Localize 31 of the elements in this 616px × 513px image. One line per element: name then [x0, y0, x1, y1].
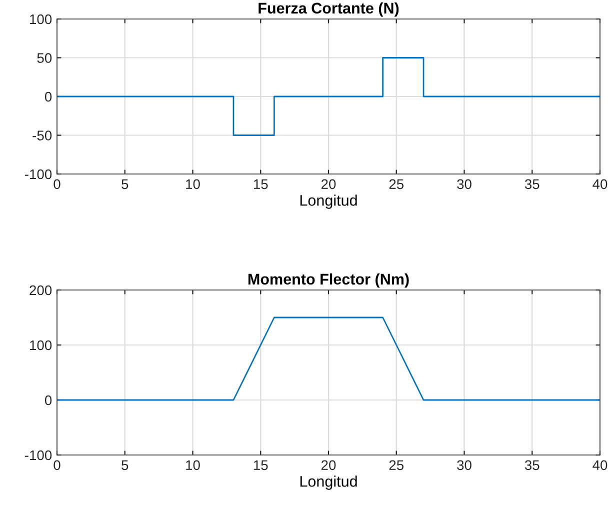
x-tick-label: 0: [54, 460, 60, 470]
x-tick-label: 25: [389, 179, 404, 190]
x-tick-label: 10: [186, 179, 200, 190]
x-tick-label: 15: [254, 460, 268, 470]
y-tick-label: -100: [24, 169, 52, 180]
y-tick-label: 50: [37, 53, 52, 63]
x-tick-label: 10: [186, 460, 200, 470]
y-tick-label: -100: [24, 450, 52, 460]
y-tick-label: 100: [30, 340, 52, 350]
x-tick-label: 25: [389, 460, 404, 470]
x-tick-label: 40: [592, 179, 608, 190]
y-tick-label: 200: [30, 285, 52, 296]
x-tick-label: 20: [321, 460, 336, 470]
x-tick-label: 40: [592, 460, 608, 470]
x-tick-label: 5: [122, 460, 128, 470]
x-tick-label: 0: [54, 179, 60, 190]
x-axis-title: Longitud: [300, 476, 357, 490]
x-tick-label: 20: [321, 179, 336, 190]
x-axis-title: Longitud: [300, 194, 357, 209]
y-tick-label: 0: [44, 395, 52, 406]
y-tick-label: 100: [30, 14, 52, 24]
x-tick-label: 15: [254, 179, 268, 190]
x-tick-label: 35: [524, 460, 540, 470]
x-tick-label: 35: [524, 179, 540, 190]
y-tick-label: 0: [44, 92, 52, 102]
x-tick-label: 30: [457, 460, 472, 470]
x-tick-label: 30: [457, 179, 472, 190]
x-tick-label: 5: [122, 179, 128, 190]
chart-title: Fuerza Cortante (N): [258, 2, 399, 17]
y-tick-label: -50: [32, 130, 52, 140]
chart-title: Momento Flector (Nm): [248, 273, 409, 288]
